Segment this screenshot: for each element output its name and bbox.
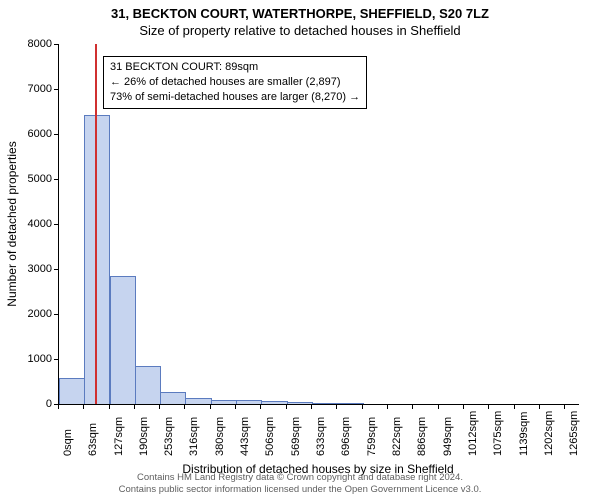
x-tick-mark [134, 404, 135, 409]
x-tick-mark [488, 404, 489, 409]
footer-line1: Contains HM Land Registry data © Crown c… [0, 472, 600, 484]
x-tick-mark [286, 404, 287, 409]
histogram-bar [160, 392, 186, 404]
footer-line2: Contains public sector information licen… [0, 484, 600, 496]
x-tick-label: 506sqm [264, 417, 276, 456]
histogram-bar [236, 400, 262, 404]
y-tick-label: 6000 [12, 128, 52, 140]
x-tick-label: 1202sqm [543, 411, 555, 456]
y-tick-label: 1000 [12, 353, 52, 365]
y-tick-label: 5000 [12, 173, 52, 185]
x-tick-mark [235, 404, 236, 409]
annotation-line1: 31 BECKTON COURT: 89sqm [110, 60, 360, 75]
y-tick-label: 2000 [12, 308, 52, 320]
x-tick-label: 569sqm [290, 417, 302, 456]
x-tick-label: 886sqm [416, 417, 428, 456]
y-tick-label: 0 [12, 398, 52, 410]
y-tick-label: 7000 [12, 83, 52, 95]
x-tick-label: 443sqm [239, 417, 251, 456]
x-tick-mark [311, 404, 312, 409]
x-tick-label: 1012sqm [467, 411, 479, 456]
x-tick-mark [539, 404, 540, 409]
y-tick-mark [54, 224, 59, 225]
x-tick-mark [210, 404, 211, 409]
annotation-line2: ← 26% of detached houses are smaller (2,… [110, 75, 360, 90]
histogram-bar [287, 402, 313, 404]
y-tick-label: 3000 [12, 263, 52, 275]
annotation-box: 31 BECKTON COURT: 89sqm ← 26% of detache… [103, 56, 367, 109]
property-marker-line [95, 44, 97, 404]
histogram-bar [337, 403, 363, 404]
x-tick-label: 822sqm [391, 417, 403, 456]
x-tick-mark [438, 404, 439, 409]
x-tick-label: 949sqm [442, 417, 454, 456]
annotation-line3: 73% of semi-detached houses are larger (… [110, 90, 360, 105]
histogram-bar [185, 398, 211, 404]
y-tick-mark [54, 44, 59, 45]
x-tick-mark [336, 404, 337, 409]
x-tick-label: 190sqm [138, 417, 150, 456]
chart-container: Number of detached properties Distributi… [58, 44, 578, 404]
histogram-bar [211, 400, 237, 404]
histogram-bar [261, 401, 287, 404]
x-tick-mark [514, 404, 515, 409]
x-tick-label: 1265sqm [568, 411, 580, 456]
x-tick-mark [159, 404, 160, 409]
x-tick-mark [83, 404, 84, 409]
histogram-bar [135, 366, 161, 404]
y-tick-mark [54, 314, 59, 315]
histogram-bar [110, 276, 136, 404]
histogram-bar [84, 115, 110, 404]
x-tick-mark [109, 404, 110, 409]
x-tick-label: 380sqm [214, 417, 226, 456]
x-tick-label: 1139sqm [518, 412, 530, 456]
x-tick-label: 0sqm [62, 429, 74, 456]
x-tick-mark [564, 404, 565, 409]
x-tick-mark [412, 404, 413, 409]
histogram-bar [59, 378, 85, 404]
x-tick-label: 127sqm [113, 417, 125, 456]
y-tick-label: 4000 [12, 218, 52, 230]
x-tick-label: 633sqm [315, 417, 327, 456]
x-tick-mark [58, 404, 59, 409]
y-tick-mark [54, 359, 59, 360]
y-tick-mark [54, 134, 59, 135]
histogram-bar [312, 403, 338, 404]
page-title-address: 31, BECKTON COURT, WATERTHORPE, SHEFFIEL… [0, 0, 600, 21]
x-tick-mark [362, 404, 363, 409]
x-tick-label: 316sqm [188, 417, 200, 456]
x-tick-label: 1075sqm [492, 411, 504, 456]
y-tick-label: 8000 [12, 38, 52, 50]
x-tick-mark [184, 404, 185, 409]
page-subtitle: Size of property relative to detached ho… [0, 21, 600, 38]
x-tick-mark [463, 404, 464, 409]
y-tick-mark [54, 179, 59, 180]
x-tick-label: 696sqm [340, 417, 352, 456]
footer-attribution: Contains HM Land Registry data © Crown c… [0, 472, 600, 496]
x-tick-mark [387, 404, 388, 409]
x-tick-label: 759sqm [366, 417, 378, 456]
y-tick-mark [54, 89, 59, 90]
y-tick-mark [54, 269, 59, 270]
x-tick-label: 253sqm [163, 417, 175, 456]
x-tick-label: 63sqm [87, 423, 99, 456]
x-tick-mark [260, 404, 261, 409]
